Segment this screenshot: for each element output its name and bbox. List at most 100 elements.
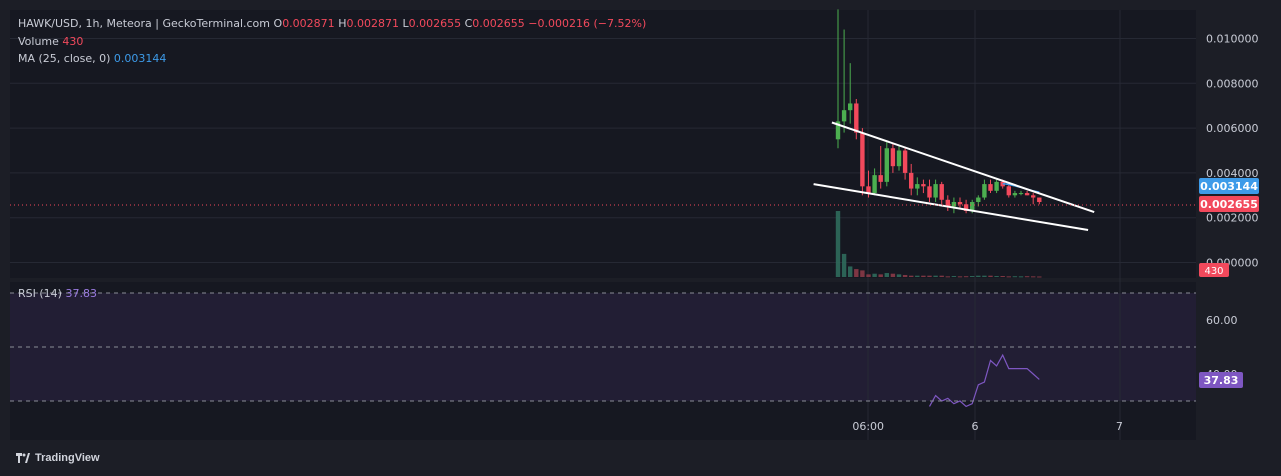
candle — [902, 148, 908, 180]
price-pane — [10, 10, 1196, 278]
volume-bar — [909, 275, 914, 277]
volume-bar — [1037, 276, 1042, 278]
candle-body — [933, 184, 938, 198]
candle — [915, 177, 920, 196]
candle-body — [890, 148, 896, 167]
candle-body — [909, 172, 914, 189]
volume-label: Volume — [18, 35, 59, 48]
rsi-value: 37.83 — [65, 287, 97, 300]
candle — [841, 29, 847, 133]
time-tick-label: 7 — [1116, 420, 1123, 433]
ohlc-legend: HAWK/USD, 1h, Meteora | GeckoTerminal.co… — [18, 17, 646, 31]
candle-body — [1031, 195, 1036, 198]
candle — [988, 179, 993, 194]
high-value: 0.002871 — [346, 17, 399, 30]
candle-body — [1012, 193, 1018, 196]
high-label: H — [338, 17, 347, 30]
candle — [1006, 184, 1011, 198]
volume-bar — [982, 275, 987, 277]
candle — [1031, 193, 1036, 205]
candle-body — [896, 150, 902, 167]
candle-body — [945, 199, 950, 207]
trendline[interactable] — [813, 183, 1089, 232]
chart-canvas[interactable]: 0.010000 0.008000 0.006000 0.004000 0.002000… — [0, 0, 1281, 443]
candle — [927, 179, 932, 203]
trendline[interactable] — [831, 121, 1095, 214]
candle-body — [866, 186, 871, 194]
price-tick-label: 0.006000 — [1206, 122, 1259, 135]
rsi-badge: 37.83 — [1199, 372, 1243, 388]
candle-body — [1006, 186, 1011, 196]
candle-body — [921, 184, 926, 187]
candle — [860, 128, 865, 196]
candle-body — [957, 202, 963, 205]
candle — [848, 63, 853, 124]
volume-bar — [860, 270, 865, 277]
volume-badge: 430 — [1199, 263, 1229, 277]
volume-bar — [976, 275, 981, 277]
candle — [854, 98, 859, 140]
candle-body — [884, 148, 889, 182]
price-tick-label: 0.008000 — [1206, 77, 1259, 90]
time-tick-label: 6 — [972, 420, 979, 433]
close-label: C — [464, 17, 473, 30]
volume-bar — [994, 276, 999, 278]
candle — [957, 197, 963, 209]
candle — [951, 197, 957, 214]
candle-body — [982, 184, 987, 198]
candle-body — [835, 121, 841, 140]
low-label: L — [402, 17, 409, 30]
candle — [1037, 197, 1042, 205]
candle — [909, 163, 914, 196]
candle-body — [872, 175, 877, 194]
candle-body — [988, 184, 993, 191]
candle-body — [915, 184, 920, 189]
time-axis: 06:00 6 7 — [852, 420, 1123, 433]
volume-bar — [902, 275, 908, 277]
ma-badge-text: 0.003144 — [1200, 180, 1258, 193]
volume-bar — [1024, 276, 1030, 278]
volume-bar — [835, 211, 841, 277]
open-label: O — [273, 17, 283, 30]
candle — [890, 143, 896, 173]
candle-body — [994, 181, 999, 191]
open-value: 0.002871 — [282, 17, 335, 30]
volume-legend: Volume 430 — [18, 35, 83, 49]
volume-bar — [1000, 276, 1005, 278]
price-badge-ma: 0.003144 — [1199, 178, 1259, 194]
volume-bar — [951, 276, 957, 278]
volume-bar — [1006, 276, 1011, 278]
volume-bar — [921, 275, 926, 277]
candle — [1024, 190, 1030, 196]
price-tick-label: 0.010000 — [1206, 33, 1259, 46]
candle-body — [1018, 193, 1024, 195]
footer: TradingView — [0, 443, 1281, 476]
volume-bar — [854, 269, 859, 277]
price-badge-last: 0.002655 — [1199, 196, 1259, 212]
volume-bar — [896, 274, 902, 277]
candle — [878, 146, 883, 189]
candle — [1012, 190, 1018, 198]
candle-body — [902, 150, 908, 173]
volume-bar — [957, 276, 963, 278]
volume-badge-text: 430 — [1204, 266, 1223, 277]
tradingview-logo-icon — [16, 453, 30, 463]
brand-label: TradingView — [35, 452, 100, 464]
candle-body — [951, 202, 957, 207]
volume-bar — [1031, 276, 1036, 278]
last-price-badge-text: 0.002655 — [1200, 198, 1258, 211]
candle — [872, 168, 877, 196]
candle — [939, 181, 944, 205]
volume-bar — [1018, 276, 1024, 278]
volume-bar — [848, 266, 853, 277]
price-tick-label: 0.004000 — [1206, 167, 1259, 180]
symbol-title: HAWK/USD, 1h, Meteora | GeckoTerminal.co… — [18, 17, 271, 30]
candle-body — [939, 184, 944, 200]
candle-body — [854, 103, 859, 133]
volume-bar — [988, 275, 993, 277]
tradingview-brand[interactable]: TradingView — [16, 452, 100, 464]
volume-bar — [970, 276, 975, 278]
volume-bar — [878, 274, 883, 277]
rsi-label: RSI (14) — [18, 287, 62, 300]
